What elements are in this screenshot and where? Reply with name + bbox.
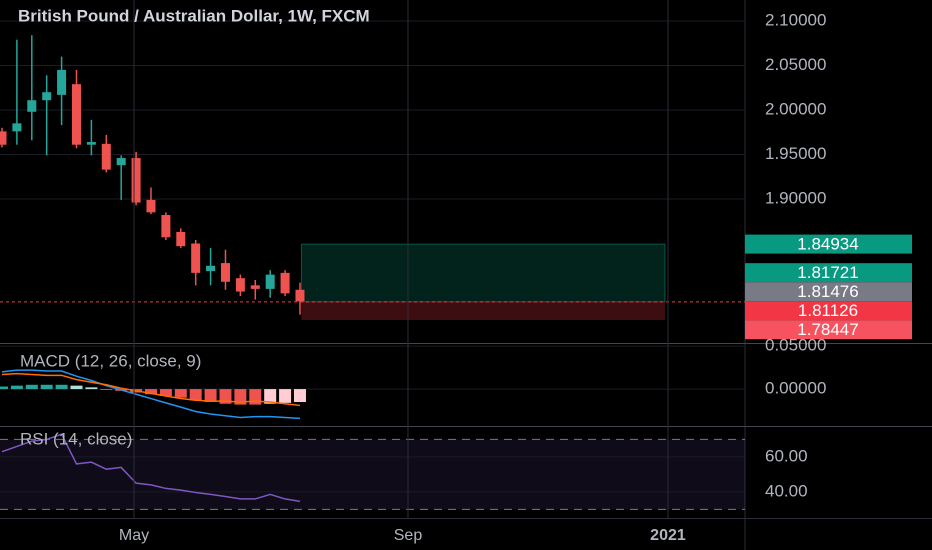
histogram-bar <box>249 389 262 405</box>
histogram-bar <box>85 387 98 390</box>
candle-body <box>42 92 52 101</box>
candle-body <box>206 265 216 272</box>
candle-body <box>161 215 171 238</box>
price-label: 1.78447 <box>797 320 858 339</box>
histogram-bar <box>219 389 232 404</box>
candle-body <box>220 263 230 282</box>
histogram-bar <box>234 389 247 405</box>
price-label: 1.84934 <box>797 235 858 254</box>
y-tick-label: 0.05000 <box>765 336 826 355</box>
x-tick-label: May <box>119 527 149 544</box>
candle-body <box>12 123 22 132</box>
y-tick-label: 2.10000 <box>765 10 826 29</box>
pane <box>0 345 745 420</box>
histogram-bar <box>279 389 292 403</box>
price-label-bg <box>745 282 912 302</box>
price-label-bg <box>745 263 912 283</box>
price-label: 1.81126 <box>798 301 858 320</box>
series-line <box>1 369 301 420</box>
histogram-bar <box>204 389 217 402</box>
x-tick-label: Sep <box>394 527 423 544</box>
candle-body <box>235 278 245 292</box>
price-label: 1.81721 <box>797 263 858 282</box>
candle-body <box>86 142 96 145</box>
y-tick-label: 60.00 <box>765 446 808 465</box>
histogram-bar <box>174 389 187 398</box>
candle-body <box>146 199 156 213</box>
y-tick-label: 2.00000 <box>765 99 826 118</box>
candle-body <box>57 69 67 95</box>
series-line <box>1 433 301 503</box>
price-label-bg <box>745 301 912 321</box>
candle-body <box>131 158 141 203</box>
candle-body <box>176 231 186 247</box>
histogram-bar <box>100 389 113 390</box>
x-tick-label: 2021 <box>650 527 686 544</box>
profit-zone <box>300 243 666 303</box>
series-line <box>1 372 301 407</box>
y-tick-label: 1.90000 <box>765 188 826 207</box>
candle-body <box>191 243 201 273</box>
band-fill <box>0 439 745 510</box>
price-label: 1.81476 <box>797 282 858 301</box>
histogram-bar <box>144 389 157 395</box>
y-tick-label: 2.05000 <box>765 55 826 74</box>
candle-body <box>71 84 81 145</box>
indicator-title: RSI (14, close) <box>20 429 132 448</box>
candle-body <box>27 100 37 112</box>
candle-body <box>295 289 305 302</box>
pane <box>0 20 745 321</box>
histogram-bar <box>0 386 8 390</box>
histogram-bar <box>25 384 38 390</box>
candle-body <box>280 272 290 294</box>
y-tick-label: 1.95000 <box>765 144 826 163</box>
price-label-bg <box>745 320 912 340</box>
histogram-bar <box>264 389 277 404</box>
indicator-title: MACD (12, 26, close, 9) <box>20 351 201 370</box>
y-tick-label: 0.00000 <box>765 379 826 398</box>
histogram-bar <box>293 389 306 402</box>
candle-body <box>250 285 260 289</box>
candle-body <box>265 274 275 289</box>
candle-body <box>116 158 126 166</box>
histogram-bar <box>159 389 172 396</box>
histogram-bar <box>10 385 23 390</box>
histogram-bar <box>70 385 83 390</box>
loss-zone <box>301 301 665 321</box>
price-label-bg <box>745 234 912 254</box>
chart-title: British Pound / Australian Dollar, 1W, F… <box>18 6 370 25</box>
pane <box>0 433 745 510</box>
histogram-bar <box>55 384 68 390</box>
histogram-bar <box>40 384 53 390</box>
histogram-bar <box>189 389 202 401</box>
candle-body <box>0 131 7 145</box>
y-tick-label: 40.00 <box>765 481 808 500</box>
candle-body <box>101 143 111 170</box>
